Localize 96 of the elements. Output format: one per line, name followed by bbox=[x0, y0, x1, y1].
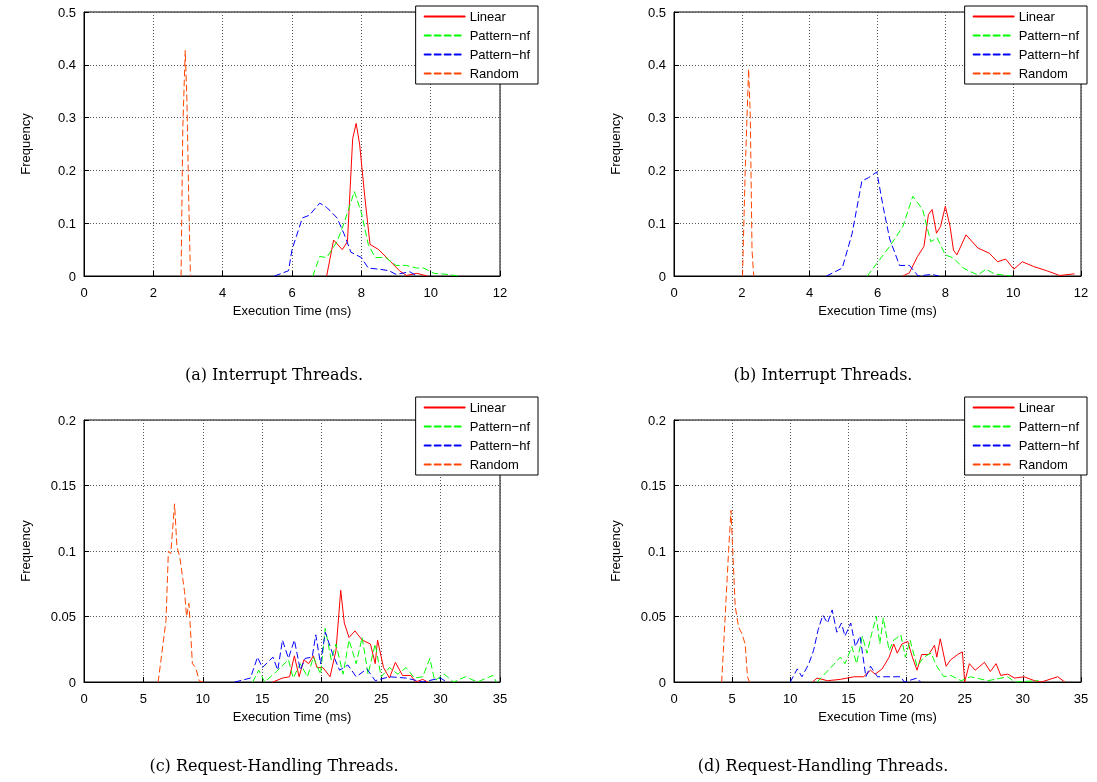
y-tick-label: 0.1 bbox=[57, 543, 76, 559]
y-tick-label: 0.2 bbox=[647, 412, 666, 428]
x-tick-label: 10 bbox=[195, 691, 211, 706]
y-tick-label: 0.4 bbox=[647, 57, 666, 73]
x-tick-label: 2 bbox=[149, 285, 157, 300]
legend-label: Pattern−nf bbox=[469, 28, 531, 43]
line-series bbox=[157, 503, 204, 683]
legend-label: Random bbox=[1018, 66, 1068, 81]
x-tick-label: 20 bbox=[899, 691, 914, 706]
legend-label: Linear bbox=[1018, 400, 1056, 415]
legend-label: Random bbox=[469, 66, 519, 81]
x-tick-label: 6 bbox=[873, 285, 882, 300]
line-series bbox=[789, 609, 922, 683]
y-tick-label: 0.3 bbox=[647, 110, 666, 126]
x-tick-label: 0 bbox=[80, 285, 88, 300]
x-tick-label: 2 bbox=[738, 285, 746, 300]
x-tick-label: 8 bbox=[357, 285, 365, 300]
y-tick-label: 0.2 bbox=[57, 162, 76, 178]
x-tick-label: 15 bbox=[255, 691, 270, 706]
line-series bbox=[274, 202, 418, 277]
x-tick-label: 0 bbox=[670, 285, 678, 300]
x-tick-label: 20 bbox=[314, 691, 329, 706]
legend-label: Pattern−hf bbox=[1018, 438, 1080, 453]
y-tick-label: 0 bbox=[68, 674, 76, 690]
y-tick-label: 0.05 bbox=[640, 609, 666, 624]
legend-label: Pattern−nf bbox=[469, 419, 531, 434]
legend-label: Random bbox=[469, 457, 519, 472]
line-series bbox=[826, 171, 940, 277]
y-axis-title: Frequency bbox=[18, 519, 33, 582]
y-axis-title: Frequency bbox=[608, 519, 623, 582]
x-tick-label: 25 bbox=[373, 691, 389, 706]
line-series bbox=[272, 589, 428, 683]
line-series bbox=[816, 616, 1039, 683]
x-tick-label: 10 bbox=[783, 691, 798, 706]
x-tick-label: 4 bbox=[219, 285, 227, 300]
y-tick-label: 0 bbox=[658, 268, 666, 284]
y-tick-label: 0.1 bbox=[647, 215, 666, 231]
line-series bbox=[180, 50, 191, 277]
x-tick-label: 15 bbox=[841, 691, 856, 706]
y-tick-label: 0.1 bbox=[647, 543, 666, 559]
y-tick-label: 0.2 bbox=[57, 412, 76, 428]
y-tick-label: 0.3 bbox=[57, 110, 76, 126]
legend-label: Pattern−nf bbox=[1018, 28, 1080, 43]
y-tick-label: 0.2 bbox=[647, 162, 666, 178]
x-tick-label: 35 bbox=[492, 691, 508, 706]
x-tick-label: 35 bbox=[1073, 691, 1089, 706]
line-series bbox=[234, 631, 448, 683]
legend-label: Linear bbox=[469, 400, 507, 415]
x-tick-label: 30 bbox=[433, 691, 448, 706]
text: (c) Request-Handling Threads. bbox=[149, 755, 399, 775]
x-tick-label: 4 bbox=[806, 285, 814, 300]
legend-label: Pattern−nf bbox=[1018, 419, 1080, 434]
legend-label: Pattern−hf bbox=[469, 438, 531, 453]
y-tick-label: 0.1 bbox=[57, 215, 76, 231]
x-tick-label: 5 bbox=[728, 691, 736, 706]
line-series bbox=[326, 122, 428, 277]
x-axis-title: Execution Time (ms) bbox=[818, 709, 937, 724]
y-tick-label: 0.4 bbox=[57, 57, 76, 73]
line-series bbox=[811, 638, 1066, 683]
x-tick-label: 6 bbox=[288, 285, 296, 300]
y-tick-label: 0.5 bbox=[57, 4, 76, 20]
legend-label: Random bbox=[1018, 457, 1068, 472]
legend-label: Pattern−hf bbox=[1018, 47, 1080, 62]
x-tick-label: 0 bbox=[670, 691, 678, 706]
legend-label: Linear bbox=[469, 9, 507, 24]
x-tick-label: 10 bbox=[423, 285, 438, 300]
y-tick-label: 0 bbox=[658, 674, 666, 690]
line-series bbox=[742, 68, 755, 277]
y-tick-label: 0.15 bbox=[640, 478, 666, 493]
line-series bbox=[721, 509, 751, 683]
y-axis-title: Frequency bbox=[608, 112, 623, 175]
x-tick-label: 0 bbox=[80, 691, 88, 706]
line-series bbox=[866, 195, 1012, 277]
x-tick-label: 10 bbox=[1005, 285, 1021, 300]
y-tick-label: 0.5 bbox=[647, 4, 666, 20]
legend-label: Linear bbox=[1018, 9, 1056, 24]
line-series bbox=[902, 205, 1075, 277]
line-series bbox=[252, 627, 497, 683]
x-tick-label: 8 bbox=[941, 285, 949, 300]
x-axis-title: Execution Time (ms) bbox=[232, 709, 352, 724]
x-axis-title: Execution Time (ms) bbox=[232, 303, 352, 318]
y-axis-title: Frequency bbox=[18, 112, 33, 175]
y-tick-label: 0 bbox=[68, 268, 76, 284]
text: (b) Interrupt Threads. bbox=[733, 364, 913, 384]
x-tick-label: 5 bbox=[139, 691, 148, 706]
y-tick-label: 0.15 bbox=[50, 478, 76, 493]
text: (d) Request-Handling Threads. bbox=[697, 755, 949, 775]
x-tick-label: 12 bbox=[1073, 285, 1089, 300]
x-axis-title: Execution Time (ms) bbox=[818, 303, 937, 318]
y-tick-label: 0.05 bbox=[50, 609, 76, 624]
x-tick-label: 12 bbox=[492, 285, 508, 300]
text: (a) Interrupt Threads. bbox=[184, 364, 364, 384]
legend-label: Pattern−hf bbox=[469, 47, 531, 62]
x-tick-label: 25 bbox=[957, 691, 972, 706]
line-series bbox=[312, 191, 459, 277]
x-tick-label: 30 bbox=[1015, 691, 1031, 706]
